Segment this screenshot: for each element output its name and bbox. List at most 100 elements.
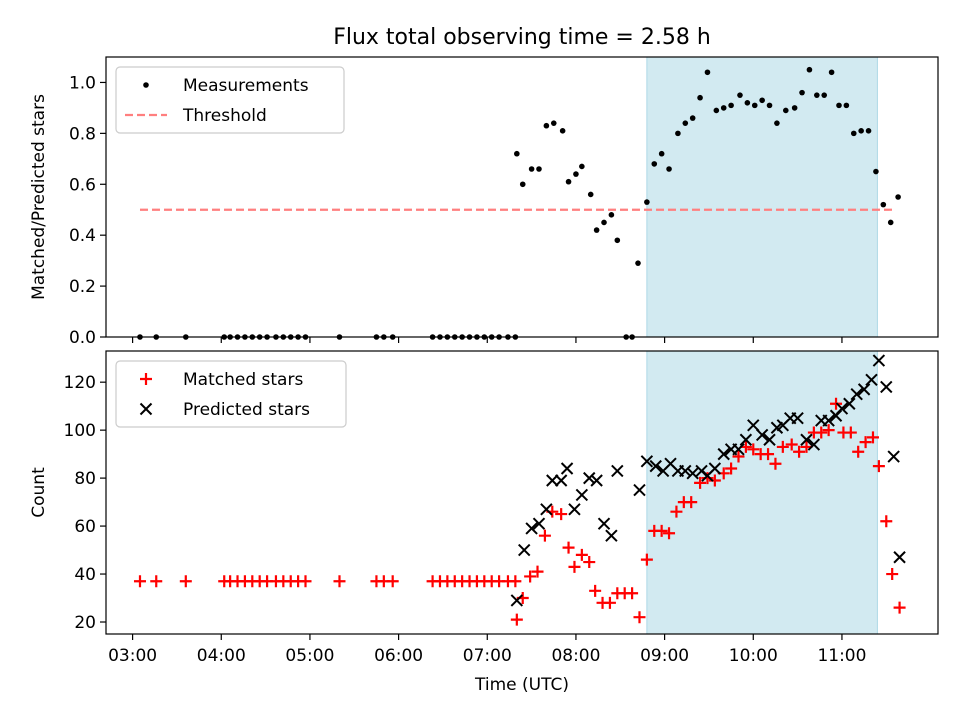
predicted-star-point: [791, 411, 804, 425]
measurement-point: [635, 260, 641, 266]
matched-star-point: [844, 426, 857, 439]
series-predicted-stars: [510, 354, 906, 607]
matched-star-point: [725, 462, 738, 475]
predicted-star-point: [575, 488, 589, 502]
matched-star-point: [769, 457, 782, 470]
y-tick-label: 80: [74, 469, 96, 489]
measurement-point: [608, 212, 615, 218]
matched-star-point: [583, 556, 596, 569]
legend-predicted-marker: [139, 402, 153, 416]
measurement-point: [887, 219, 894, 226]
predicted-star-point: [887, 450, 900, 463]
predicted-star-point: [865, 373, 878, 386]
predicted-star-point: [540, 503, 553, 516]
legend-matched-marker: [140, 373, 152, 385]
predicted-star-point: [747, 419, 760, 432]
matched-star-point: [747, 443, 760, 456]
measurement-point: [689, 115, 696, 121]
measurement-point: [759, 97, 765, 104]
matched-star-point: [872, 460, 885, 473]
measurement-point: [836, 102, 842, 109]
y-tick-label: 20: [74, 613, 96, 633]
matched-star-point: [562, 541, 575, 554]
count-panel: 20 40 60 80 100 120 03:00 04:00 05:00 06:00 07:00 0…: [29, 350, 939, 695]
predicted-star-point: [546, 474, 559, 487]
y-tick-label: 40: [74, 565, 96, 585]
measurement-point: [850, 130, 857, 137]
measurement-point: [744, 100, 751, 106]
y-tick-label: 1.0: [69, 73, 96, 93]
matched-star-point: [524, 570, 537, 583]
x-tick-label: 10:00: [729, 646, 778, 666]
predicted-star-point: [717, 447, 730, 461]
predicted-star-point: [649, 459, 662, 473]
measurement-point: [614, 237, 621, 244]
measurement-point: [559, 128, 566, 134]
matched-star-point: [893, 601, 906, 614]
matched-star-point: [150, 575, 163, 588]
legend-label: Matched stars: [183, 370, 303, 390]
predicted-star-point: [679, 464, 692, 478]
matched-star-point: [785, 438, 798, 451]
legend-label: Threshold: [182, 106, 267, 126]
measurement-point: [895, 194, 901, 200]
predicted-star-point: [755, 428, 769, 442]
matched-star-point: [299, 575, 312, 588]
measurement-point: [728, 102, 734, 109]
measurement-point: [587, 191, 594, 198]
predicted-star-point: [532, 517, 546, 530]
predicted-star-point: [732, 443, 745, 456]
measurement-point: [799, 89, 805, 96]
predicted-star-point: [763, 433, 776, 446]
measurement-point: [573, 171, 579, 177]
measurement-point: [774, 120, 780, 126]
y-axis-label: Matched/Predicted stars: [29, 94, 49, 300]
predicted-star-point: [850, 387, 863, 401]
matched-star-point: [555, 508, 568, 521]
y-tick-label: 0.6: [69, 175, 96, 195]
measurement-point: [601, 219, 607, 226]
predicted-star-point: [739, 433, 753, 446]
matched-star-point: [640, 553, 653, 566]
matched-star-point: [694, 476, 707, 489]
observing-window-shade: [646, 350, 878, 635]
predicted-star-point: [857, 383, 871, 396]
predicted-star-point: [835, 402, 849, 415]
predicted-star-point: [843, 397, 856, 410]
matched-star-point: [655, 524, 668, 537]
x-tick-label: 03:00: [108, 646, 157, 666]
measurement-point: [697, 94, 703, 101]
y-tick-label: 0.4: [69, 226, 96, 246]
predicted-star-point: [560, 462, 574, 475]
matched-star-point: [510, 613, 523, 626]
x-tick-label: 05:00: [285, 646, 334, 666]
matched-star-point: [509, 575, 522, 588]
matched-star-point: [179, 575, 192, 588]
matched-star-point: [852, 445, 865, 458]
predicted-star-point: [597, 517, 611, 530]
measurement-point: [543, 122, 550, 129]
measurement-point: [865, 128, 872, 134]
legend-label: Predicted stars: [183, 400, 310, 420]
y-tick-label: 0.0: [69, 328, 96, 348]
predicted-star-point: [554, 474, 568, 487]
y-tick-label: 100: [64, 421, 96, 441]
matched-star-point: [663, 527, 676, 540]
matched-star-point: [793, 445, 806, 458]
legend-measurement-marker: [143, 82, 149, 88]
legend-box: [115, 66, 345, 134]
predicted-star-point: [590, 474, 603, 487]
x-tick-label: 08:00: [551, 646, 600, 666]
measurement-point: [873, 168, 879, 175]
matched-star-point: [701, 472, 714, 485]
predicted-star-point: [822, 414, 835, 427]
matched-star-point: [531, 565, 544, 578]
matched-star-point: [568, 560, 581, 573]
measurement-point: [814, 92, 820, 98]
predicted-star-point: [800, 433, 813, 446]
matched-star-point: [762, 448, 775, 461]
predicted-star-point: [525, 522, 538, 535]
measurement-point: [858, 128, 864, 134]
predicted-star-point: [568, 503, 581, 516]
matched-star-point: [815, 426, 828, 439]
